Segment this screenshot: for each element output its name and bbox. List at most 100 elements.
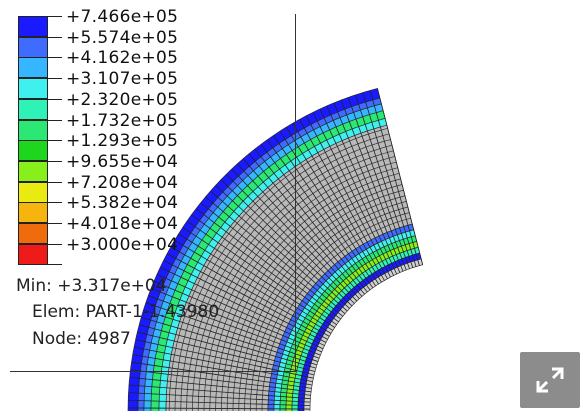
mesh-radial-line [362, 92, 417, 267]
legend-swatch [18, 160, 48, 182]
legend-swatch [18, 119, 48, 141]
mesh-radial-line [266, 139, 374, 289]
mesh-radial-line [205, 196, 346, 314]
legend-label: +7.208e+04 [66, 172, 179, 193]
mesh-radial-line [148, 295, 320, 359]
mesh-radial-line [305, 115, 391, 278]
mesh-radial-line [355, 94, 414, 268]
min-value-text: Min: +3.317e+04 [16, 276, 167, 296]
mesh-radial-line [377, 88, 424, 265]
mesh-radial-line [178, 233, 334, 331]
mesh-radial-line [133, 346, 313, 382]
mesh-radial-line [285, 126, 382, 283]
legend-label: +3.107e+05 [66, 69, 179, 90]
mesh-radial-line [170, 246, 330, 337]
mesh-radial-line [273, 135, 377, 287]
mesh-radial-line [163, 260, 327, 343]
mesh-radial-line [145, 302, 319, 362]
mesh-radial-line [279, 130, 379, 285]
mesh-radial-line [128, 384, 311, 400]
legend-swatch [18, 181, 48, 203]
mesh-radial-line [137, 331, 315, 376]
mesh-radial-line [200, 202, 344, 317]
legend-label: +1.293e+05 [66, 131, 179, 152]
mesh-radial-line [186, 220, 337, 325]
mesh-radial-line [312, 112, 394, 276]
legend-swatch [18, 223, 48, 244]
mesh-radial-line [248, 153, 365, 295]
mesh-radial-line [128, 399, 311, 407]
mesh-radial-line [128, 392, 311, 403]
legend-swatch [18, 57, 48, 79]
mesh-radial-line [143, 309, 318, 366]
legend-swatch [18, 78, 48, 100]
mesh-radial-line [225, 173, 355, 304]
mesh-radial-line [319, 108, 398, 275]
viewport-frame-horizontal [10, 371, 296, 372]
mesh-radial-line [139, 324, 316, 372]
mesh-radial-line [166, 253, 328, 340]
mesh-radial-line [132, 354, 313, 386]
legend-tick [48, 57, 62, 59]
mesh-radial-line [130, 369, 312, 393]
legend-tick [48, 16, 62, 17]
expand-button[interactable] [520, 352, 580, 408]
legend-label: +4.162e+05 [66, 48, 179, 69]
legend-tick [48, 243, 62, 245]
mesh-radial-line [195, 208, 341, 320]
legend-tick [48, 36, 62, 38]
mesh-radial-line [220, 179, 353, 307]
mesh-radial-line [299, 119, 388, 279]
legend-tick [48, 223, 62, 224]
legend-tick [48, 119, 62, 121]
legend-label: +4.018e+04 [66, 214, 179, 234]
mesh-radial-line [150, 288, 321, 356]
legend-label: +5.574e+05 [66, 27, 179, 48]
legend-swatch [18, 140, 48, 162]
mesh-radial-line [340, 99, 407, 271]
mesh-radial-line [326, 105, 401, 273]
legend-label: +5.382e+04 [66, 193, 179, 214]
legend-label: +1.732e+05 [66, 110, 179, 131]
mesh-radial-line [129, 376, 311, 396]
legend-label: +7.466e+05 [66, 7, 179, 27]
mesh-radial-line [254, 148, 368, 293]
mesh-radial-line [128, 407, 311, 410]
legend-tick [48, 78, 62, 80]
legend-tick [48, 181, 62, 183]
legend-swatch [18, 36, 48, 58]
mesh-radial-line [141, 316, 317, 369]
mesh-radial-line [231, 168, 358, 302]
legend-label: +9.655e+04 [66, 151, 179, 172]
mesh-radial-line [153, 280, 322, 353]
mesh-radial-line [215, 184, 350, 309]
legend-tick [48, 202, 62, 204]
legend-tick [48, 160, 62, 162]
viewport-frame-vertical [295, 14, 296, 372]
legend-tick [48, 98, 62, 100]
legend-label: +2.320e+05 [66, 89, 179, 110]
expand-arrows-icon [536, 367, 564, 393]
legend-swatch [18, 243, 48, 265]
mesh-radial-line [237, 163, 360, 300]
mesh-radial-line [347, 97, 410, 269]
mesh-radial-line [292, 122, 385, 281]
legend-label: +3.000e+04 [66, 234, 179, 255]
mesh-radial-line [369, 90, 420, 266]
mesh-radial-line [242, 158, 363, 297]
min-node-text: Node: 4987 [32, 329, 131, 349]
mesh-radial-line [260, 144, 371, 291]
legend-swatch [18, 16, 48, 37]
mesh-radial-line [191, 214, 339, 323]
mesh-radial-line [160, 267, 325, 346]
mesh-radial-line [174, 240, 332, 334]
mesh-radial-line [182, 227, 335, 328]
mesh-radial-line [210, 190, 348, 312]
legend-tick [48, 264, 62, 266]
legend-tick [48, 140, 62, 142]
mesh-radial-line [131, 361, 312, 389]
min-element-text: Elem: PART-1-1.43980 [32, 302, 220, 322]
legend-swatch [18, 202, 48, 224]
